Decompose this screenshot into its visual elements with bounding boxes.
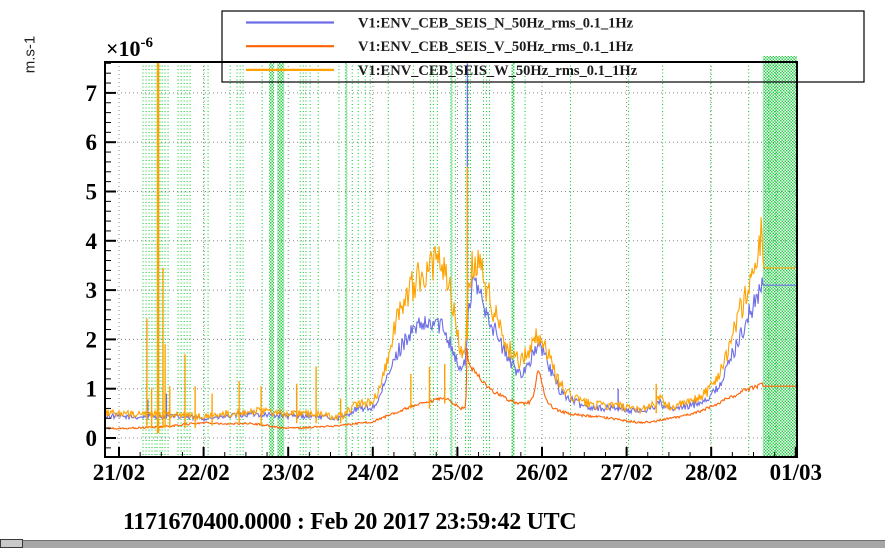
x-tick-label: 24/02 <box>347 460 399 485</box>
data-series <box>104 62 797 434</box>
y-tick-label: 3 <box>86 278 98 303</box>
legend-item-label: V1:ENV_CEB_SEIS_N_50Hz_rms_0.1_1Hz <box>358 16 634 32</box>
y-tick-label: 1 <box>86 377 98 402</box>
green-segment-bands <box>269 56 797 457</box>
x-tick-label: 01/03 <box>770 460 822 485</box>
x-tick-label: 26/02 <box>516 460 568 485</box>
plot-frame-and-ticks <box>104 61 798 458</box>
x-tick-label: 22/02 <box>177 460 229 485</box>
horizontal-scrollbar-thumb[interactable] <box>0 539 23 548</box>
axis-tick-labels: 0 1 2 3 4 5 6 7 21/02 22/02 23/02 24/02 25/02 26/02 27… <box>86 35 822 485</box>
x-tick-label: 21/02 <box>93 460 145 485</box>
green-band <box>450 62 453 457</box>
power-multiplier: ×10-6 <box>106 35 154 61</box>
legend-frame <box>221 10 865 83</box>
green-band <box>345 62 348 457</box>
y-tick-label: 6 <box>86 130 98 155</box>
horizontal-scrollbar-track[interactable] <box>0 540 885 548</box>
series-path-W <box>104 217 797 422</box>
gridlines <box>105 62 797 457</box>
green-segment-marker-lines <box>142 62 777 457</box>
series-path-V <box>105 347 797 430</box>
x-tick-label: 23/02 <box>262 460 314 485</box>
legend-box: V1:ENV_CEB_SEIS_N_50Hz_rms_0.1_1Hz V1:ENV… <box>221 10 865 83</box>
y-tick-label: 7 <box>86 81 98 106</box>
y-tick-label: 2 <box>86 327 98 352</box>
green-band <box>269 62 275 457</box>
legend-item-label: V1:ENV_CEB_SEIS_W_50Hz_rms_0.1_1Hz <box>358 63 638 79</box>
gps-timestamp-label: 1171670400.0000 : Feb 20 2017 23:59:42 U… <box>123 509 577 535</box>
y-tick-label: 4 <box>86 229 98 254</box>
x-tick-label: 28/02 <box>685 460 737 485</box>
y-tick-label: 5 <box>86 180 98 205</box>
legend-item-label: V1:ENV_CEB_SEIS_V_50Hz_rms_0.1_1Hz <box>358 39 634 55</box>
y-tick-label: 0 <box>86 426 98 451</box>
green-band <box>277 62 285 457</box>
green-band <box>762 56 797 457</box>
x-tick-label: 25/02 <box>431 460 483 485</box>
green-band <box>511 62 515 457</box>
plot-frame <box>104 61 798 458</box>
x-tick-label: 27/02 <box>600 460 652 485</box>
